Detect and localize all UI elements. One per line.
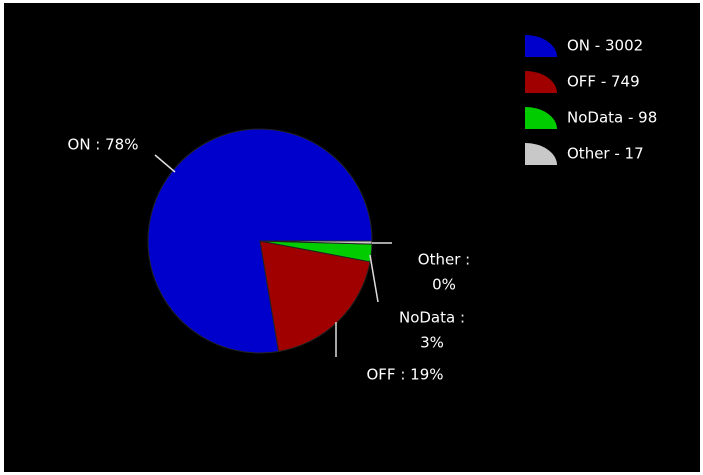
legend-swatch bbox=[525, 71, 557, 93]
slice-label: Other : bbox=[418, 251, 470, 269]
pie-slice bbox=[259, 240, 373, 245]
pie-slice bbox=[259, 240, 371, 353]
slice-label: NoData : bbox=[399, 309, 465, 327]
legend-swatch bbox=[525, 35, 557, 57]
legend-label: OFF - 749 bbox=[567, 73, 640, 91]
legend-label: ON - 3002 bbox=[567, 37, 643, 55]
slice-label: OFF : 19% bbox=[367, 366, 444, 384]
leader-line bbox=[154, 154, 176, 173]
legend-swatch bbox=[525, 143, 557, 165]
legend-swatch bbox=[525, 107, 557, 129]
leader-line bbox=[369, 254, 379, 303]
slice-label: 3% bbox=[420, 334, 444, 352]
legend-label: Other - 17 bbox=[567, 145, 644, 163]
slice-label: ON : 78% bbox=[68, 136, 139, 154]
slice-label: 0% bbox=[432, 276, 456, 294]
legend-label: NoData - 98 bbox=[567, 109, 657, 127]
